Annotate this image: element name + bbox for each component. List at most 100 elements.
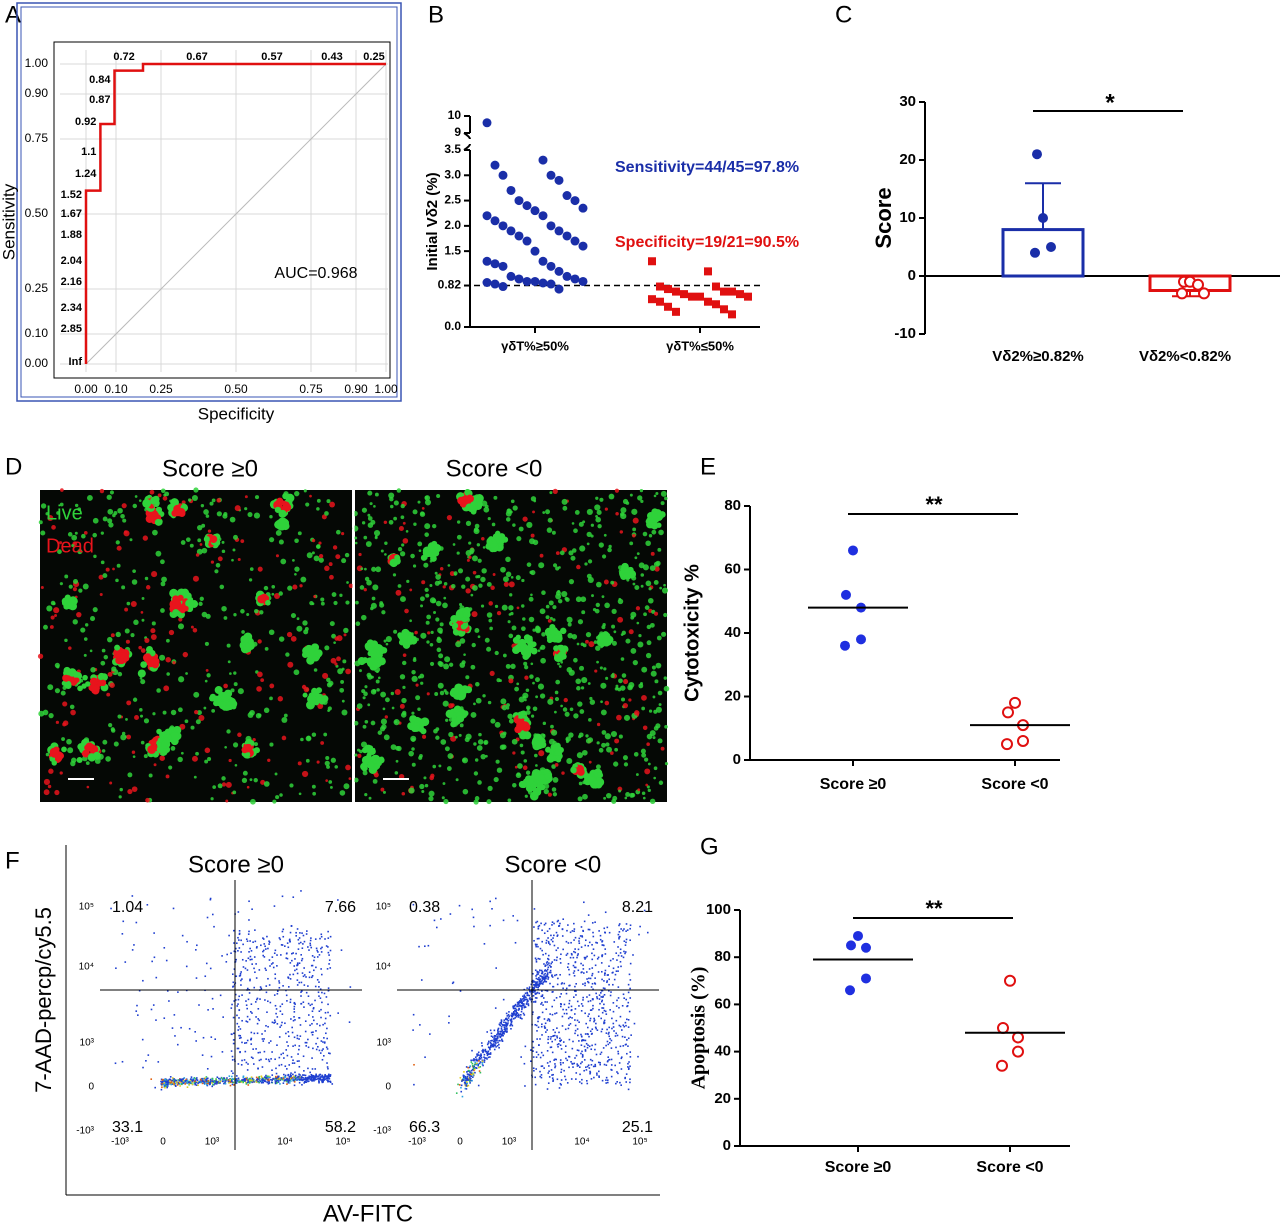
event	[310, 1074, 313, 1077]
event	[281, 1003, 284, 1005]
event	[301, 1074, 304, 1076]
cell	[263, 707, 270, 714]
event	[539, 975, 541, 977]
event	[303, 1074, 305, 1076]
event	[324, 1022, 326, 1025]
cell	[153, 763, 157, 767]
event	[301, 1083, 303, 1086]
event	[547, 1082, 550, 1084]
cell	[571, 634, 578, 640]
cell	[539, 608, 546, 615]
cell	[473, 527, 479, 533]
event	[319, 988, 322, 991]
auc-annotation: AUC=0.968	[274, 265, 357, 282]
event	[620, 965, 622, 968]
event	[268, 959, 271, 961]
cell	[411, 762, 416, 767]
event	[484, 1048, 487, 1051]
cell	[638, 683, 644, 689]
cell	[428, 795, 434, 802]
cell	[661, 631, 667, 637]
event	[486, 1053, 489, 1055]
event	[574, 1032, 576, 1035]
cell	[486, 539, 493, 546]
data-point	[554, 175, 564, 185]
event	[527, 999, 529, 1002]
cell	[610, 673, 615, 679]
cell	[287, 585, 293, 591]
cell	[516, 723, 524, 731]
event	[473, 1058, 475, 1060]
data-point	[1176, 287, 1188, 300]
cell	[598, 747, 604, 753]
event	[551, 1074, 553, 1076]
cell	[547, 698, 554, 705]
diagonal	[85, 63, 387, 365]
event	[317, 951, 319, 953]
cell	[610, 751, 614, 755]
cell	[334, 765, 338, 769]
event	[267, 1025, 269, 1028]
cell	[624, 796, 628, 800]
event	[124, 961, 127, 963]
data-point	[554, 284, 564, 294]
event	[275, 1008, 278, 1010]
event	[295, 931, 297, 934]
event	[606, 980, 609, 982]
event	[189, 1079, 192, 1082]
event	[600, 992, 602, 994]
event	[245, 1083, 248, 1085]
event	[507, 1020, 509, 1022]
cell	[203, 536, 210, 543]
event	[186, 1079, 189, 1082]
event	[282, 1076, 285, 1079]
y-axis-label: Initial Vδ2 (%)	[424, 172, 441, 270]
cell	[370, 720, 376, 726]
cell	[510, 499, 515, 504]
cell	[542, 721, 547, 726]
event	[296, 962, 299, 964]
cell	[373, 772, 379, 778]
event	[251, 963, 253, 965]
data-point	[546, 279, 556, 289]
event	[494, 897, 497, 900]
cell	[226, 729, 231, 734]
cell	[148, 661, 155, 668]
event	[240, 1064, 243, 1066]
event	[269, 1001, 272, 1004]
cell	[189, 543, 194, 548]
event	[281, 944, 284, 946]
event	[238, 939, 240, 941]
data-point	[728, 310, 736, 319]
cell	[354, 753, 358, 757]
cell	[585, 639, 589, 644]
data-point	[696, 292, 704, 301]
event	[174, 1079, 177, 1082]
cell	[448, 731, 454, 738]
event	[211, 1080, 213, 1082]
cell	[586, 508, 593, 515]
cell	[490, 585, 495, 590]
event	[303, 1080, 306, 1083]
event	[562, 918, 565, 921]
cell	[318, 557, 324, 563]
event	[251, 1080, 254, 1082]
cell	[195, 719, 201, 725]
event	[573, 966, 576, 969]
event	[292, 952, 294, 954]
cell	[379, 726, 386, 732]
event	[245, 1076, 247, 1079]
event	[309, 1024, 311, 1027]
cell	[145, 514, 154, 523]
event	[605, 1076, 608, 1079]
cell	[586, 542, 590, 546]
cell	[78, 588, 83, 593]
cell	[647, 597, 654, 604]
event	[329, 967, 332, 969]
cell	[526, 562, 532, 567]
event	[286, 952, 288, 955]
event	[580, 1044, 583, 1046]
cell	[653, 580, 659, 585]
event	[555, 959, 558, 962]
event	[308, 949, 310, 951]
